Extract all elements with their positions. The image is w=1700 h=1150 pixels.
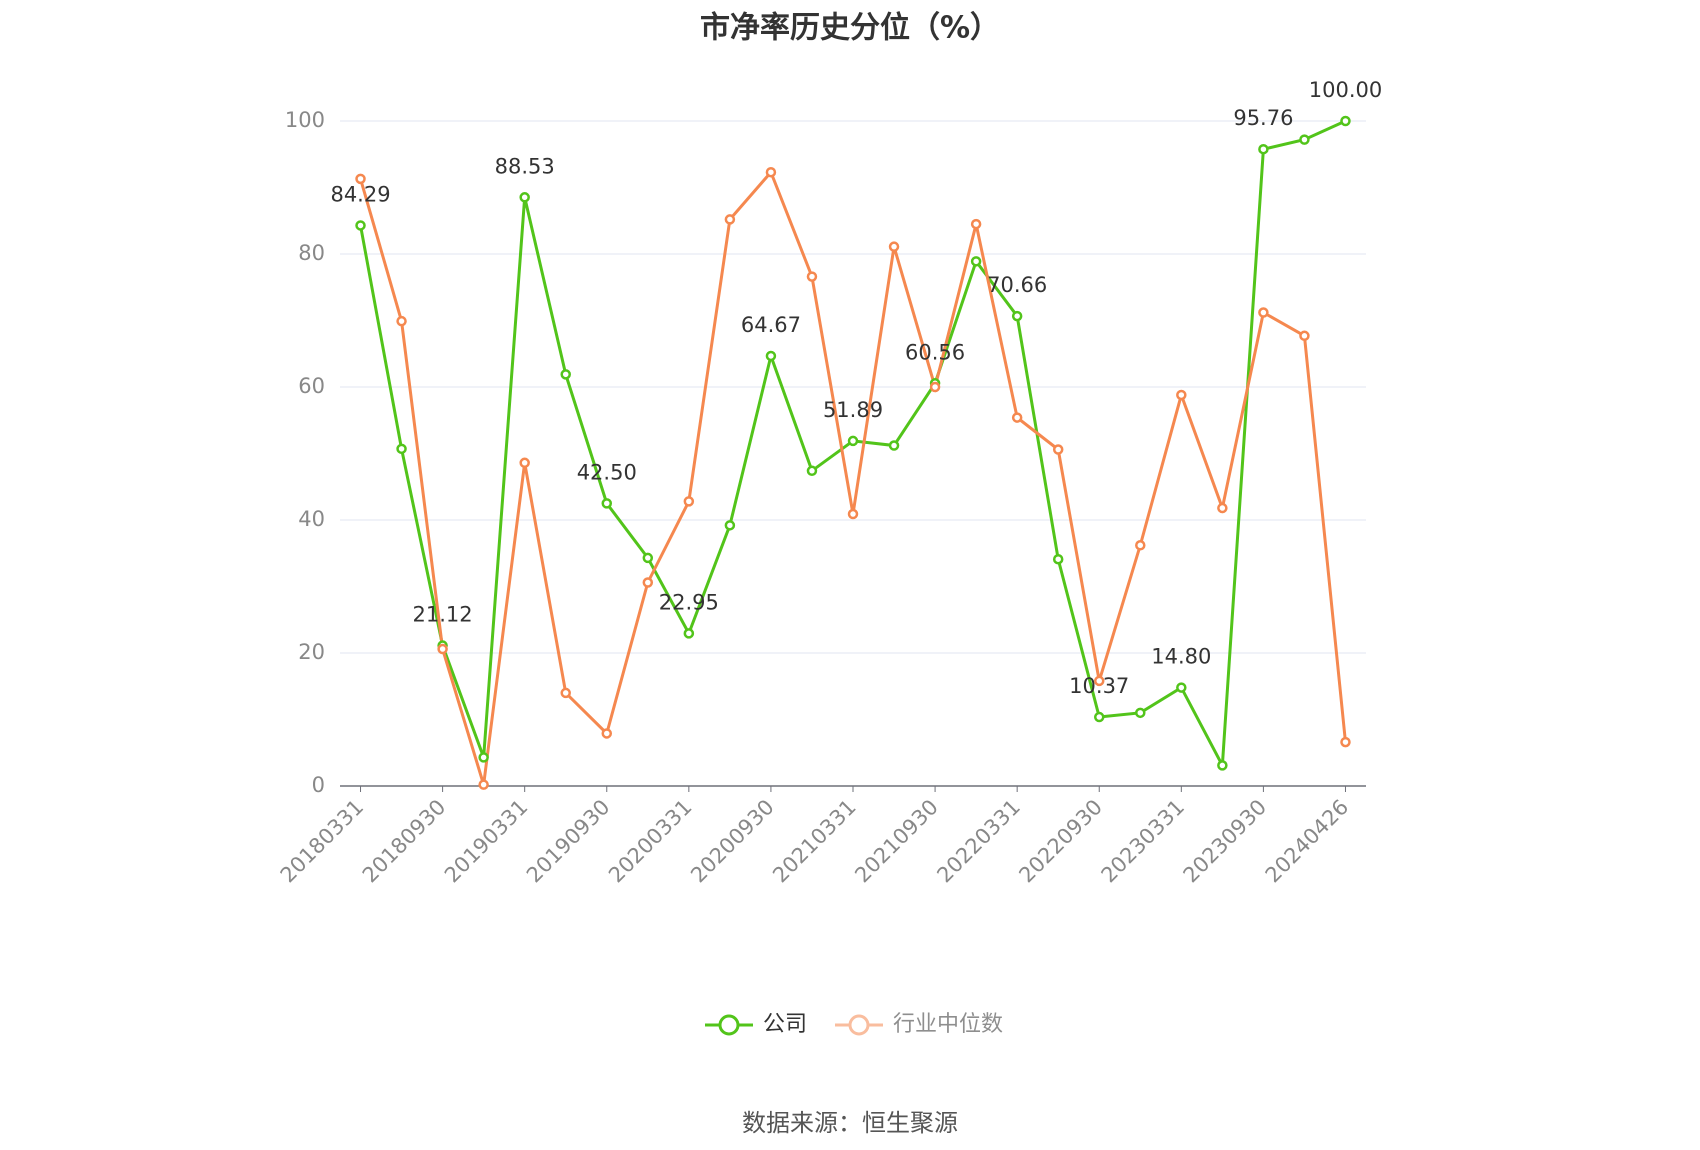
chart-title: 市净率历史分位（%） bbox=[700, 11, 1000, 46]
data-label: 51.89 bbox=[823, 398, 883, 422]
x-tick-label: 20190930 bbox=[522, 795, 615, 888]
legend-marker bbox=[718, 1014, 740, 1036]
legend-item: 行业中位数 bbox=[835, 1012, 1003, 1037]
y-tick-label: 60 bbox=[298, 374, 325, 398]
point bbox=[1217, 502, 1228, 514]
point bbox=[1052, 553, 1064, 565]
point bbox=[1258, 307, 1269, 318]
point bbox=[1011, 310, 1023, 322]
point bbox=[765, 350, 777, 362]
point bbox=[396, 315, 407, 327]
point bbox=[355, 220, 366, 231]
point bbox=[847, 508, 859, 520]
point bbox=[683, 496, 695, 507]
x-tick-label: 20200331 bbox=[604, 795, 697, 888]
point bbox=[888, 440, 900, 451]
point bbox=[478, 752, 489, 763]
point bbox=[601, 498, 613, 509]
x-tick-label: 20230331 bbox=[1097, 795, 1190, 888]
point bbox=[970, 256, 982, 267]
data-label: 21.12 bbox=[413, 603, 473, 627]
point bbox=[970, 218, 982, 230]
point bbox=[1299, 330, 1310, 342]
legend-label: 行业中位数 bbox=[893, 1012, 1003, 1037]
point bbox=[806, 465, 818, 477]
y-tick-label: 0 bbox=[312, 773, 325, 797]
data-label: 64.67 bbox=[741, 313, 801, 337]
x-tick-label: 20210930 bbox=[850, 795, 943, 888]
x-tick-label: 20220930 bbox=[1014, 795, 1107, 888]
point bbox=[1011, 412, 1023, 423]
point bbox=[1299, 134, 1310, 145]
x-tick-label: 20200930 bbox=[686, 795, 779, 888]
y-tick-label: 80 bbox=[298, 241, 325, 265]
data-label: 84.29 bbox=[330, 182, 390, 206]
data-label: 100.00 bbox=[1309, 78, 1382, 102]
point bbox=[1093, 711, 1105, 723]
y-tick-label: 40 bbox=[298, 507, 325, 531]
data-label: 70.66 bbox=[987, 273, 1047, 297]
point bbox=[1258, 143, 1269, 155]
point bbox=[929, 381, 941, 393]
point bbox=[1340, 115, 1351, 127]
point bbox=[478, 779, 489, 790]
y-tick-label: 100 bbox=[285, 108, 325, 132]
point bbox=[1093, 675, 1105, 687]
legend-item: 公司 bbox=[705, 1012, 807, 1037]
point bbox=[683, 628, 695, 639]
point bbox=[396, 443, 407, 455]
point bbox=[765, 166, 777, 178]
point bbox=[1135, 540, 1146, 551]
point bbox=[806, 271, 818, 282]
point bbox=[560, 369, 571, 380]
point bbox=[1052, 444, 1064, 455]
point bbox=[724, 214, 736, 225]
data-label: 14.80 bbox=[1151, 645, 1211, 669]
x-tick-label: 20230930 bbox=[1179, 795, 1272, 888]
point bbox=[1176, 389, 1187, 401]
x-tick-label: 20180930 bbox=[358, 795, 451, 888]
point bbox=[888, 241, 900, 252]
legend-marker bbox=[848, 1014, 870, 1036]
point bbox=[437, 643, 448, 655]
data-label: 88.53 bbox=[495, 154, 555, 178]
x-tick-label: 20190331 bbox=[440, 795, 533, 888]
y-tick-label: 20 bbox=[298, 640, 325, 664]
point bbox=[1217, 760, 1228, 771]
point bbox=[847, 435, 859, 447]
series-line bbox=[359, 169, 1347, 786]
x-tick-label: 20180331 bbox=[276, 795, 369, 888]
point bbox=[355, 173, 366, 185]
point bbox=[519, 457, 530, 469]
point bbox=[1176, 682, 1187, 693]
point bbox=[601, 728, 613, 739]
source: 数据来源：恒生聚源 bbox=[742, 1109, 958, 1137]
data-label: 22.95 bbox=[659, 590, 719, 614]
data-label: 60.56 bbox=[905, 340, 965, 364]
point bbox=[1135, 707, 1146, 719]
point bbox=[642, 552, 654, 564]
point bbox=[1340, 736, 1351, 748]
point bbox=[560, 687, 571, 699]
point bbox=[519, 192, 530, 203]
x-tick-label: 20240426 bbox=[1261, 795, 1354, 888]
point bbox=[642, 577, 654, 588]
data-label: 95.76 bbox=[1233, 106, 1293, 130]
point bbox=[724, 520, 736, 531]
data-label: 42.50 bbox=[577, 460, 637, 484]
legend-label: 公司 bbox=[763, 1012, 807, 1037]
x-tick-label: 20210331 bbox=[768, 795, 861, 888]
x-tick-label: 20220331 bbox=[932, 795, 1025, 888]
